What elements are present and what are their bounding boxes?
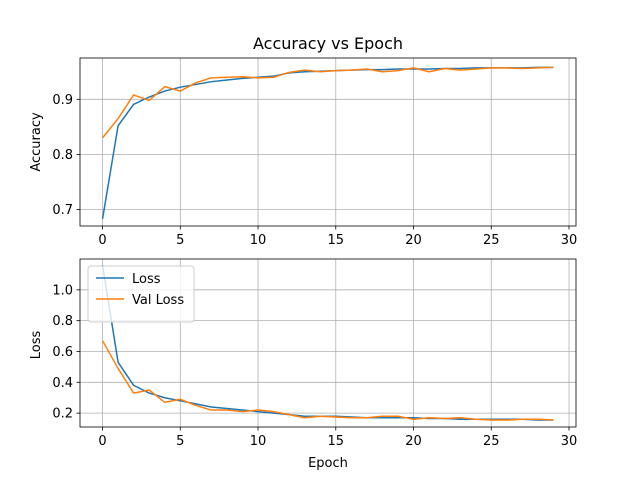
loss-subplot: Loss Epoch 0 5 10 15 20 25 30 0.2 0.4 0.6 0.8 1.0 Lo… [29, 258, 578, 471]
loss-x-tick-label: 20 [405, 434, 422, 449]
loss-x-tick-label: 30 [561, 434, 578, 449]
accuracy-plot-frame [79, 57, 577, 227]
loss-y-axis-label: Loss [29, 331, 44, 360]
accuracy-x-tick-label: 20 [405, 233, 422, 248]
loss-plot-frame [79, 258, 577, 428]
loss-y-tick-label: 0.4 [52, 376, 73, 391]
loss-x-tick-label: 10 [250, 434, 267, 449]
accuracy-x-tick-label: 10 [250, 233, 267, 248]
loss-x-tick-label: 15 [328, 434, 345, 449]
accuracy-series-line-0 [101, 66, 554, 219]
accuracy-series-line-1 [101, 66, 554, 139]
loss-y-tick-label: 1.0 [52, 283, 73, 298]
accuracy-x-tick-label: 5 [176, 233, 184, 248]
loss-x-tick-label: 25 [483, 434, 500, 449]
accuracy-subplot: Accuracy vs Epoch Accuracy 0 5 10 15 20 25 30 0… [29, 34, 577, 248]
accuracy-x-tick-label: 15 [328, 233, 345, 248]
accuracy-y-tick-label: 0.8 [52, 148, 73, 163]
loss-x-axis-label: Epoch [308, 456, 348, 471]
accuracy-chart-title: Accuracy vs Epoch [253, 34, 403, 53]
loss-legend-label: Loss [132, 272, 161, 287]
accuracy-x-tick-label: 0 [98, 233, 106, 248]
loss-series-line-1 [101, 340, 554, 421]
loss-y-tick-label: 0.8 [52, 314, 73, 329]
loss-y-tick-label: 0.6 [52, 345, 73, 360]
loss-y-tick-label: 0.2 [52, 407, 73, 422]
accuracy-y-tick-label: 0.7 [52, 203, 73, 218]
loss-legend-label: Val Loss [132, 293, 184, 308]
loss-x-tick-label: 0 [98, 434, 106, 449]
accuracy-y-axis-label: Accuracy [29, 112, 44, 172]
accuracy-y-tick-label: 0.9 [52, 93, 73, 108]
accuracy-x-tick-label: 30 [561, 233, 578, 248]
loss-x-tick-label: 5 [176, 434, 184, 449]
loss-legend-box [87, 265, 195, 323]
accuracy-x-tick-label: 25 [483, 233, 500, 248]
